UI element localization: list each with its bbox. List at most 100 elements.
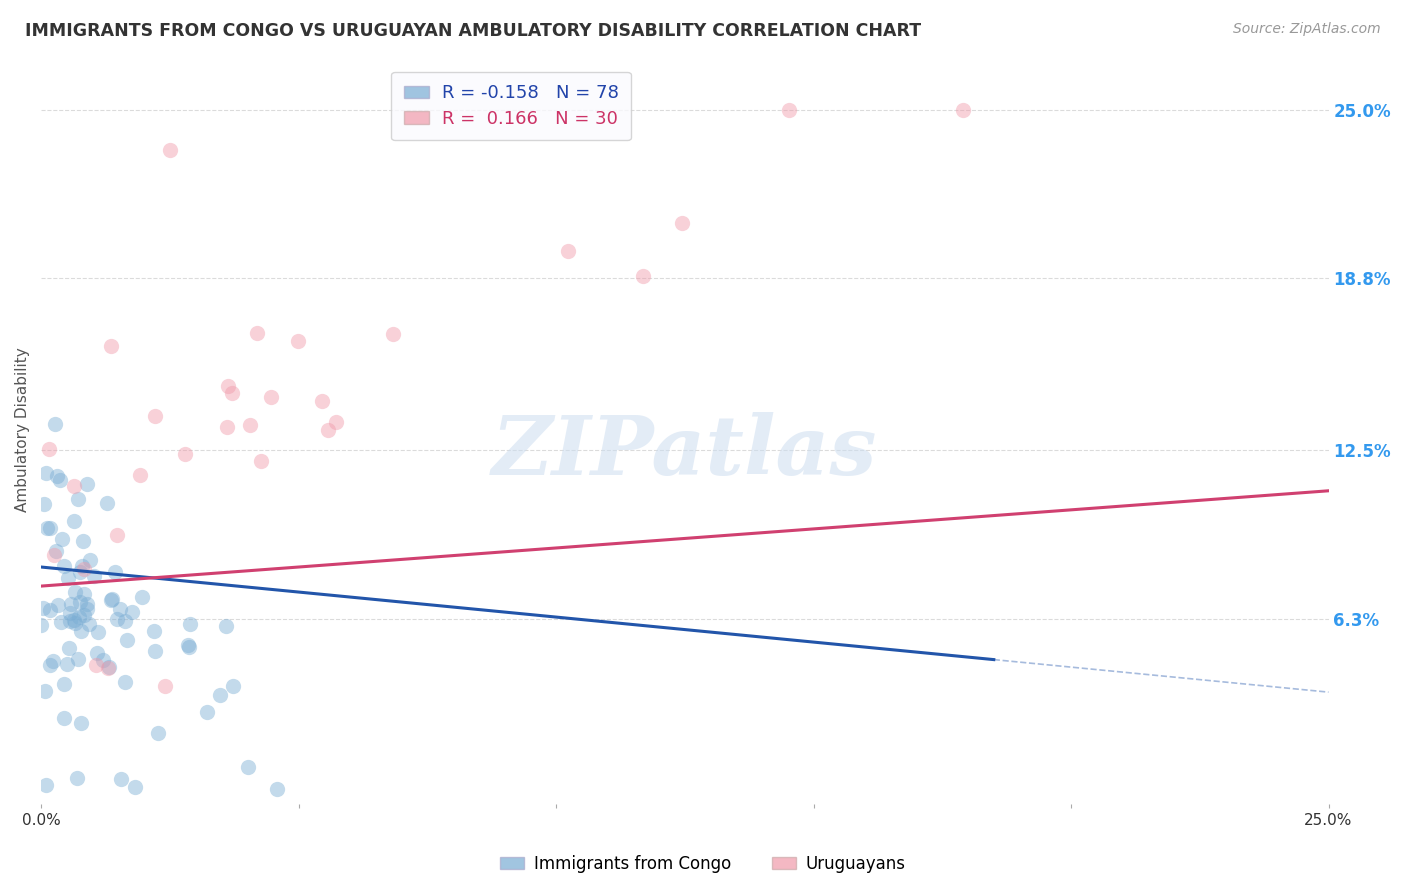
Point: [35, 778, 58, 792]
Point: [44, 549, 66, 563]
Point: [35, 521, 58, 535]
Point: [101, 591, 124, 606]
Point: [79, 553, 101, 567]
Point: [66, 771, 89, 785]
Point: [58, 641, 80, 656]
Point: [56, 657, 79, 671]
Text: IMMIGRANTS FROM CONGO VS URUGUAYAN AMBULATORY DISABILITY CORRELATION CHART: IMMIGRANTS FROM CONGO VS URUGUAYAN AMBUL…: [25, 22, 921, 40]
Point: [59, 606, 82, 620]
Point: [124, 780, 146, 795]
Point: [91, 653, 114, 667]
Point: [179, 640, 201, 655]
Point: [30, 617, 52, 632]
Point: [557, 244, 579, 258]
Point: [107, 612, 129, 626]
Point: [73, 587, 96, 601]
Point: [56, 571, 79, 585]
Point: [67, 609, 90, 624]
Point: [100, 338, 122, 352]
Point: [114, 614, 136, 628]
Point: [142, 624, 165, 638]
Point: [153, 679, 176, 693]
Point: [72, 533, 94, 548]
Point: [215, 618, 238, 632]
Point: [39, 603, 62, 617]
Point: [250, 454, 273, 468]
Point: [176, 638, 198, 652]
Point: [70, 624, 93, 638]
Point: [143, 644, 166, 658]
Legend: R = -0.158   N = 78, R =  0.166   N = 30: R = -0.158 N = 78, R = 0.166 N = 30: [391, 71, 631, 140]
Point: [209, 688, 232, 702]
Point: [217, 379, 239, 393]
Point: [59, 597, 82, 611]
Point: [215, 419, 238, 434]
Point: [42, 654, 65, 668]
Point: [63, 613, 86, 627]
Point: [146, 726, 169, 740]
Point: [238, 760, 260, 774]
Point: [53, 677, 76, 691]
Point: [246, 326, 269, 340]
Point: [31, 601, 53, 615]
Point: [115, 633, 138, 648]
Point: [110, 772, 132, 786]
Point: [129, 467, 152, 482]
Point: [38, 442, 60, 456]
Point: [104, 566, 127, 580]
Point: [67, 652, 90, 666]
Point: [70, 558, 93, 573]
Y-axis label: Ambulatory Disability: Ambulatory Disability: [15, 347, 30, 512]
Point: [34, 684, 56, 698]
Text: Source: ZipAtlas.com: Source: ZipAtlas.com: [1233, 22, 1381, 37]
Point: [46, 598, 69, 612]
Point: [35, 466, 58, 480]
Point: [49, 473, 72, 487]
Point: [34, 497, 56, 511]
Point: [59, 614, 82, 628]
Point: [173, 447, 195, 461]
Point: [45, 543, 67, 558]
Point: [84, 658, 107, 673]
Point: [222, 679, 245, 693]
Point: [51, 532, 73, 546]
Point: [69, 716, 91, 731]
Point: [108, 602, 131, 616]
Point: [96, 495, 118, 509]
Point: [778, 103, 800, 117]
Point: [97, 660, 120, 674]
Point: [221, 385, 243, 400]
Point: [67, 492, 90, 507]
Point: [325, 415, 347, 429]
Point: [266, 781, 288, 796]
Point: [73, 608, 96, 623]
Point: [195, 705, 218, 719]
Point: [46, 468, 69, 483]
Point: [73, 562, 96, 576]
Legend: Immigrants from Congo, Uruguayans: Immigrants from Congo, Uruguayans: [494, 848, 912, 880]
Point: [52, 711, 75, 725]
Point: [633, 269, 655, 284]
Point: [131, 590, 153, 604]
Point: [159, 144, 181, 158]
Point: [63, 585, 86, 599]
Point: [65, 616, 87, 631]
Point: [100, 593, 122, 607]
Point: [105, 528, 128, 542]
Point: [69, 565, 91, 579]
Point: [63, 479, 86, 493]
Point: [87, 625, 110, 640]
Point: [238, 417, 260, 432]
Point: [671, 216, 693, 230]
Point: [63, 514, 86, 528]
Point: [49, 615, 72, 629]
Point: [121, 605, 143, 619]
Point: [98, 660, 121, 674]
Point: [316, 423, 339, 437]
Point: [114, 674, 136, 689]
Point: [76, 597, 98, 611]
Point: [311, 393, 333, 408]
Point: [260, 390, 283, 404]
Point: [38, 657, 60, 672]
Point: [381, 326, 404, 341]
